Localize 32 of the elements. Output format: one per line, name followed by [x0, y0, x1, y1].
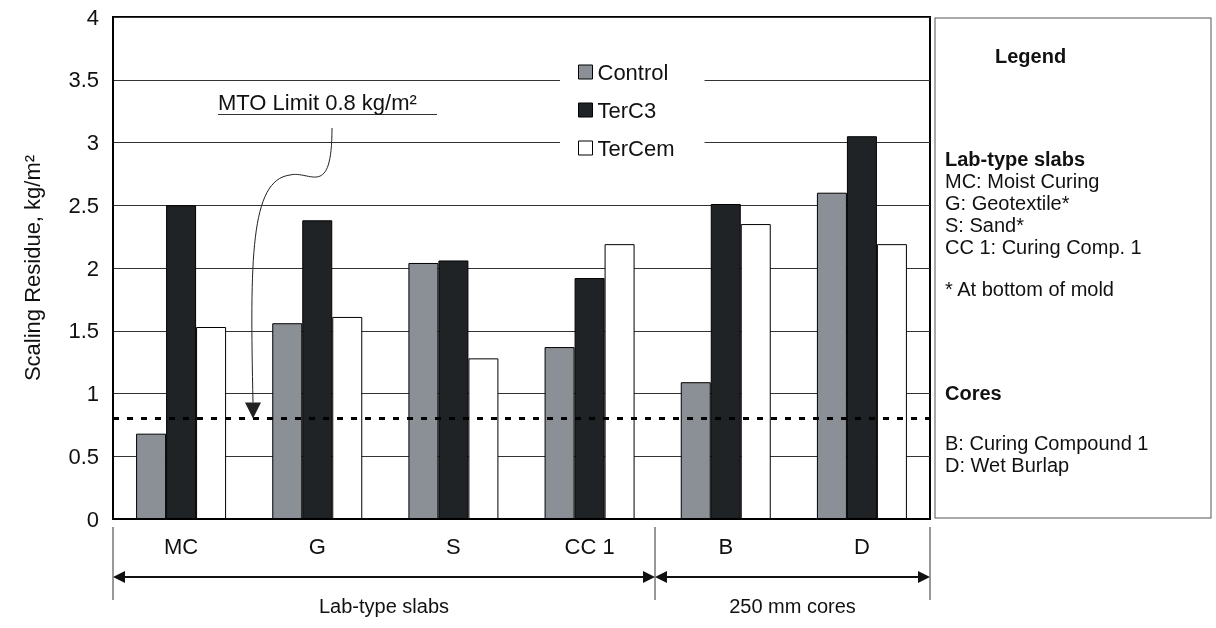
text: Cores	[945, 382, 1002, 404]
legend-label: TerC3	[597, 97, 657, 123]
x-tick-label: MC	[163, 533, 199, 559]
text: 250 mm cores	[729, 595, 856, 617]
text: MC: Moist Curing	[945, 170, 1100, 192]
text: G: Geotextile*	[945, 192, 1070, 214]
legend-label: TerCem	[597, 135, 675, 161]
y-tick-label: 0	[86, 506, 99, 532]
x-tick-label: G	[308, 533, 326, 559]
y-tick-label: 1	[86, 381, 99, 406]
text: Lab-type slabs	[945, 148, 1086, 170]
x-tick-label: D	[853, 533, 870, 559]
y-tick-label: 3	[86, 130, 99, 155]
text: S: Sand*	[945, 214, 1024, 236]
text: Lab-type slabs	[318, 595, 450, 617]
x-tick-label: B	[718, 533, 734, 559]
y-tick-label: 4	[86, 4, 99, 30]
text: CC 1: Curing Comp. 1	[945, 236, 1142, 258]
x-tick-label: CC 1	[564, 533, 615, 559]
x-tick-label: S	[446, 533, 461, 559]
y-tick-label: 3.5	[68, 67, 99, 93]
annotation: MTO Limit 0.8 kg/m²	[218, 90, 437, 115]
legend-label: Control	[597, 59, 669, 85]
text: D: Wet Burlap	[945, 454, 1070, 476]
y-tick-label: 2	[86, 255, 99, 281]
text: Legend	[995, 45, 1067, 67]
text: B: Curing Compound 1	[945, 432, 1149, 454]
text: * At bottom of mold	[945, 278, 1114, 300]
y-tick-label: 2.5	[68, 192, 99, 218]
y-axis-title: Scaling Residue, kg/m²	[19, 154, 45, 382]
y-tick-label: 1.5	[68, 318, 99, 344]
y-tick-label: 0.5	[68, 443, 99, 469]
